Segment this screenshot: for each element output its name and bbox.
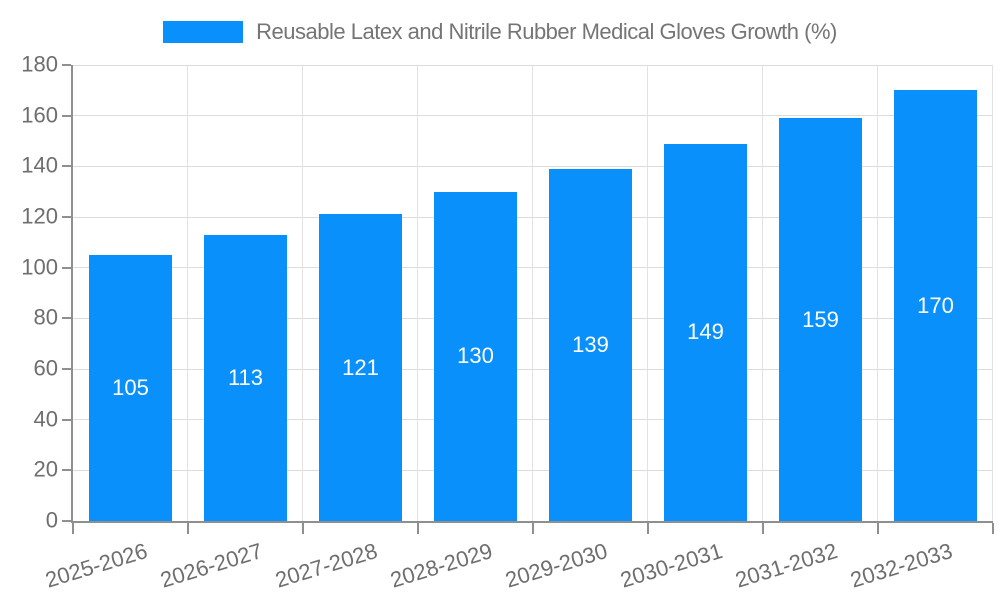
bar-value-label: 149 [687, 319, 724, 345]
bar-value-label: 170 [917, 292, 954, 318]
x-axis-tick-label: 2028-2029 [386, 538, 495, 593]
gridline-vertical [877, 65, 878, 521]
y-axis-tick-label: 20 [33, 456, 58, 482]
gridline-horizontal [73, 419, 993, 421]
x-axis-tick-label: 2025-2026 [41, 538, 150, 593]
bar[interactable]: 130 [434, 191, 517, 521]
x-axis-tick [762, 523, 764, 534]
x-axis-tick-label: 2027-2028 [271, 538, 380, 593]
y-axis-tick-label: 140 [21, 152, 58, 178]
bar-value-label: 113 [227, 364, 264, 390]
y-axis-tick [62, 266, 71, 269]
bar[interactable]: 149 [664, 143, 747, 521]
x-axis-tick-label: 2026-2027 [156, 538, 265, 593]
gridline-horizontal [73, 64, 993, 66]
y-axis-tick-label: 60 [33, 355, 58, 381]
x-axis-tick [187, 523, 189, 534]
y-axis-tick-label: 0 [45, 507, 58, 533]
y-axis-tick [62, 520, 71, 522]
bar[interactable]: 121 [319, 214, 402, 521]
bar-value-label: 139 [572, 331, 609, 357]
gridline-vertical [647, 65, 648, 521]
gridline-vertical [762, 65, 763, 521]
gridline-vertical [302, 65, 303, 521]
x-axis-tick-label: 2032-2033 [846, 538, 955, 593]
gridline-vertical [992, 65, 993, 521]
gridline-horizontal [73, 317, 993, 319]
gridline-horizontal [73, 165, 993, 167]
x-axis-tick [302, 523, 304, 534]
bar-value-label: 121 [342, 354, 379, 380]
bar[interactable]: 159 [779, 118, 862, 521]
bar[interactable]: 170 [894, 90, 977, 521]
x-axis-tick [72, 523, 74, 534]
legend-swatch[interactable] [163, 21, 244, 43]
y-axis-tick-label: 160 [21, 102, 58, 128]
chart-legend[interactable]: Reusable Latex and Nitrile Rubber Medica… [0, 19, 1000, 45]
x-axis-tick [992, 523, 994, 534]
x-axis-tick-label: 2031-2032 [731, 538, 840, 593]
y-axis-tick-label: 120 [21, 203, 58, 229]
x-axis-tick-label: 2029-2030 [501, 538, 610, 593]
y-axis-tick-label: 180 [21, 51, 58, 77]
y-axis-tick [62, 216, 71, 218]
x-axis-tick [647, 523, 649, 534]
plot-area: 0 20 40 60 80 100 120 140 160 180 105 2025-2026 113 2… [21, 51, 994, 593]
y-axis-tick [62, 64, 71, 66]
y-axis-tick-label: 100 [21, 254, 58, 280]
legend-label: Reusable Latex and Nitrile Rubber Medica… [256, 19, 837, 44]
x-axis-tick [877, 523, 879, 534]
y-axis-tick [62, 114, 71, 117]
y-axis-tick [62, 418, 71, 421]
gridline-vertical [417, 65, 418, 521]
x-axis-tick [532, 523, 534, 534]
bar[interactable]: 113 [204, 234, 287, 521]
y-axis-tick [62, 165, 71, 168]
gridline-horizontal [73, 469, 993, 471]
bar-value-label: 159 [802, 306, 839, 332]
bar[interactable]: 105 [89, 255, 172, 521]
gridline-vertical [187, 65, 188, 521]
x-axis-tick [417, 523, 419, 534]
gridline-vertical [532, 65, 533, 521]
y-axis-tick [62, 469, 71, 472]
x-axis-tick-label: 2030-2031 [616, 538, 725, 593]
y-axis-tick [62, 368, 71, 370]
y-axis-tick-label: 40 [33, 406, 58, 432]
gridline-horizontal [73, 216, 993, 218]
bar-value-label: 130 [457, 343, 494, 369]
bar[interactable]: 139 [549, 168, 632, 521]
y-axis-tick-label: 80 [33, 304, 58, 330]
gridline-horizontal [73, 115, 993, 117]
bar-value-label: 105 [112, 375, 149, 400]
gridline-horizontal [73, 368, 993, 370]
gridline-horizontal [73, 267, 993, 269]
y-axis-tick [62, 317, 71, 320]
